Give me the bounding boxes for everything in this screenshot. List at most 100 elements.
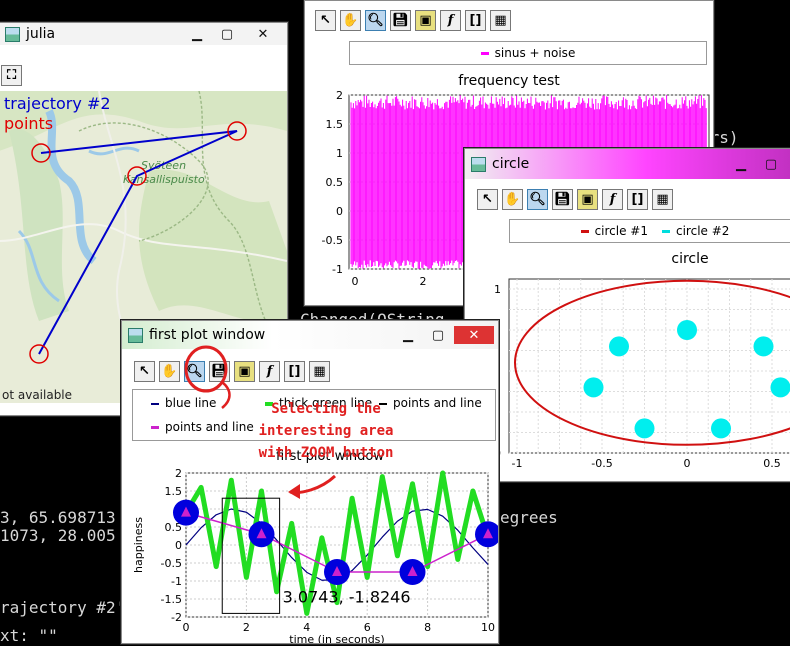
data-point (711, 418, 731, 438)
save-icon[interactable]: 💾︎ (552, 189, 573, 210)
save-as-icon[interactable]: ▣ (234, 361, 255, 382)
terminal-text: rajectory #2' (0, 598, 125, 618)
first-plot-chart[interactable]: 21.510.50-0.5-1-1.5-20246810happinesstim… (122, 467, 498, 643)
zoom-icon[interactable]: 🔍︎ (184, 361, 205, 382)
terminal-text: 1073, 28.005 (0, 526, 116, 546)
legend-swatch (481, 52, 489, 55)
julia-titlebar[interactable]: julia ▁ ▢ ✕ (0, 23, 287, 45)
window-app-icon (5, 27, 20, 42)
toolbar: ↖ ✋ 🔍︎ 💾︎ ▣ f [] ▦ (477, 189, 673, 210)
map-label: Syöteen (141, 159, 186, 172)
x-tick-label: 2 (420, 275, 427, 288)
close-icon[interactable]: ✕ (454, 326, 494, 344)
status-text: ot available (2, 388, 72, 402)
terminal-text: xt: "" (0, 626, 58, 646)
minimize-icon[interactable]: ▁ (183, 25, 211, 43)
brackets-icon[interactable]: [] (284, 361, 305, 382)
y-tick-label: 1 (494, 283, 501, 296)
grid-plot-icon[interactable]: ▦ (309, 361, 330, 382)
save-icon[interactable]: 💾︎ (209, 361, 230, 382)
pointer-icon[interactable]: ↖ (315, 10, 336, 31)
data-point (635, 418, 655, 438)
plot-title: circle (465, 251, 790, 267)
legend-item: blue line (151, 396, 216, 410)
pan-hand-icon[interactable]: ✋ (340, 10, 361, 31)
x-tick-label: -0.5 (591, 457, 612, 470)
y-tick-label: 1.5 (165, 485, 183, 498)
data-point (609, 336, 629, 356)
zoom-icon[interactable]: 🔍︎ (365, 10, 386, 31)
close-icon[interactable]: ✕ (243, 25, 283, 43)
function-icon[interactable]: f (259, 361, 280, 382)
maximize-icon[interactable]: ▢ (424, 326, 452, 344)
y-tick-label: -0.5 (322, 234, 343, 247)
window-app-icon (471, 157, 486, 172)
data-point (677, 320, 697, 340)
y-tick-label: -1 (332, 263, 343, 276)
circle-titlebar[interactable]: circle ▁ ▢ (465, 149, 790, 179)
y-tick-label: -1.5 (161, 593, 182, 606)
minimize-icon[interactable]: ▁ (394, 326, 422, 344)
window-title: first plot window (149, 327, 394, 343)
x-tick-label: 0.5 (763, 457, 781, 470)
y-tick-label: 1.5 (326, 118, 344, 131)
x-tick-label: -1 (512, 457, 523, 470)
legend-points: points (4, 114, 53, 133)
grid-plot-icon[interactable]: ▦ (652, 189, 673, 210)
maximize-icon[interactable]: ▢ (213, 25, 241, 43)
x-tick-label: 10 (481, 621, 495, 634)
pan-hand-icon[interactable]: ✋ (159, 361, 180, 382)
x-tick-label: 0 (684, 457, 691, 470)
window-app-icon (128, 328, 143, 343)
layers-icon[interactable]: ⛶ (1, 65, 22, 86)
y-tick-label: -2 (171, 611, 182, 624)
legend-swatch (581, 230, 589, 233)
y-tick-label: -0.5 (161, 557, 182, 570)
circle-chart[interactable]: 10-1-0.500.5 (465, 269, 790, 481)
terminal-text: 3, 65.698713 (0, 508, 116, 528)
x-tick-label: 2 (243, 621, 250, 634)
function-icon[interactable]: f (440, 10, 461, 31)
legend: sinus + noise (349, 41, 707, 65)
window-title: julia (26, 26, 183, 42)
y-tick-label: 1 (336, 147, 343, 160)
data-point (754, 336, 774, 356)
legend: circle #1 circle #2 (509, 219, 790, 243)
legend-label: circle #2 (676, 224, 729, 238)
toolbar: ↖ ✋ 🔍︎ 💾︎ ▣ f [] ▦ (134, 361, 330, 382)
plot-title: frequency test (305, 73, 713, 89)
toolbar: ↖ ✋ 🔍︎ 💾︎ ▣ f [] ▦ (315, 10, 511, 31)
pointer-icon[interactable]: ↖ (134, 361, 155, 382)
data-point (584, 377, 604, 397)
save-icon[interactable]: 💾︎ (390, 10, 411, 31)
y-tick-label: 2 (336, 89, 343, 102)
first-plot-window[interactable]: first plot window ▁ ▢ ✕ ↖ ✋ 🔍︎ 💾︎ ▣ f []… (121, 320, 499, 644)
y-axis-label: happiness (132, 517, 145, 573)
y-tick-label: 0 (175, 539, 182, 552)
x-tick-label: 0 (352, 275, 359, 288)
zoom-annotation: Selecting the interesting area with ZOOM… (236, 398, 416, 464)
first-plot-titlebar[interactable]: first plot window ▁ ▢ ✕ (122, 321, 498, 349)
save-as-icon[interactable]: ▣ (577, 189, 598, 210)
maximize-icon[interactable]: ▢ (757, 155, 785, 173)
circle-window[interactable]: circle ▁ ▢ ↖ ✋ 🔍︎ 💾︎ ▣ f [] ▦ circle #1 … (464, 148, 790, 482)
grid-plot-icon[interactable]: ▦ (490, 10, 511, 31)
terminal-text: egrees (500, 508, 558, 528)
pointer-icon[interactable]: ↖ (477, 189, 498, 210)
y-tick-label: 0 (336, 205, 343, 218)
minimize-icon[interactable]: ▁ (727, 155, 755, 173)
brackets-icon[interactable]: [] (465, 10, 486, 31)
coordinate-readout: 3.0743, -1.8246 (283, 588, 411, 607)
y-tick-label: -1 (171, 575, 182, 588)
window-title: circle (492, 156, 727, 172)
brackets-icon[interactable]: [] (627, 189, 648, 210)
zoom-icon[interactable]: 🔍︎ (527, 189, 548, 210)
y-tick-label: 0.5 (326, 176, 344, 189)
data-point (771, 377, 790, 397)
x-tick-label: 8 (424, 621, 431, 634)
pan-hand-icon[interactable]: ✋ (502, 189, 523, 210)
legend-label: circle #1 (595, 224, 648, 238)
save-as-icon[interactable]: ▣ (415, 10, 436, 31)
y-tick-label: 2 (175, 467, 182, 480)
function-icon[interactable]: f (602, 189, 623, 210)
